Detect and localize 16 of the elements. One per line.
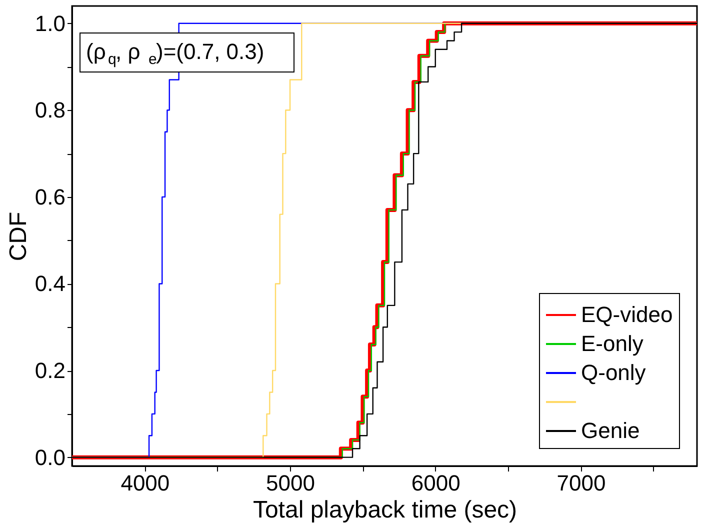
y-tick-label: 0.4 [34,271,66,296]
y-tick-label: 0.0 [34,444,66,470]
legend-label: EQ-video [581,302,673,327]
x-tick-label: 6000 [411,470,460,496]
y-tick-label: 0.6 [34,184,66,210]
y-tick-label: 0.8 [34,98,66,123]
x-tick-label: 4000 [120,470,170,496]
legend-label: Genie [581,418,640,443]
x-tick-label: 7000 [556,470,606,496]
y-tick-label: 0.2 [34,358,66,384]
x-axis-title: Total playback time (sec) [252,496,518,524]
legend-label: E-only [581,331,644,356]
legend-label: Q-only [581,360,646,385]
x-tick-label: 5000 [266,470,315,496]
y-tick-label: 1.0 [34,10,66,36]
y-axis-title: CDF [4,212,32,262]
